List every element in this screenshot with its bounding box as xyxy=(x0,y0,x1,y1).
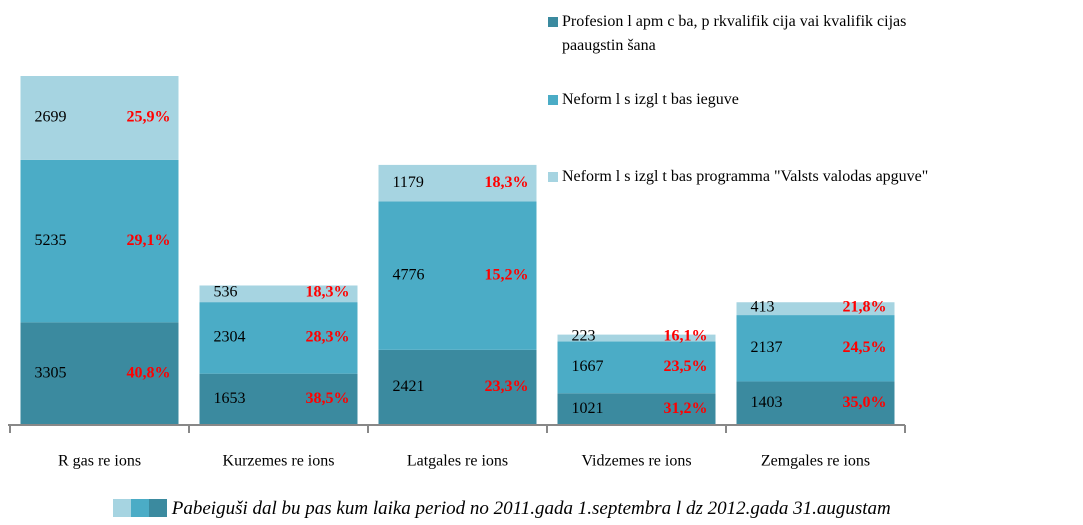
percent-label: 23,3% xyxy=(485,378,529,395)
bar-segment xyxy=(199,285,358,303)
value-label: 413 xyxy=(751,298,775,315)
percent-label: 40,8% xyxy=(127,364,171,381)
percent-label: 23,5% xyxy=(664,358,708,375)
value-label: 1403 xyxy=(751,394,783,411)
caption-swatch xyxy=(113,499,131,517)
value-label: 1653 xyxy=(214,390,246,407)
value-label: 1179 xyxy=(393,174,424,191)
value-label: 1667 xyxy=(572,358,604,375)
value-label: 2699 xyxy=(35,109,67,126)
bar-segment xyxy=(557,334,716,342)
caption-swatch xyxy=(149,499,167,517)
value-label: 223 xyxy=(572,328,596,345)
percent-label: 15,2% xyxy=(485,266,529,283)
bar-segment xyxy=(736,302,895,316)
percent-label: 31,2% xyxy=(664,400,708,417)
bar-segment xyxy=(20,76,179,160)
bar-segment xyxy=(378,201,537,350)
legend-item: Neform l s izgl t bas ieguve xyxy=(548,88,948,112)
percent-label: 29,1% xyxy=(127,232,171,249)
percent-label: 16,1% xyxy=(664,328,708,345)
bar-segment xyxy=(199,302,358,374)
percent-label: 21,8% xyxy=(843,298,887,315)
percent-label: 25,9% xyxy=(127,109,171,126)
bar-segment xyxy=(378,349,537,425)
value-label: 4776 xyxy=(393,266,425,283)
bar-segment xyxy=(199,373,358,425)
percent-label: 18,3% xyxy=(485,174,529,191)
x-tick-label: Vidzemes re ions xyxy=(581,453,691,470)
percent-label: 24,5% xyxy=(843,339,887,356)
bar-segment xyxy=(20,159,179,323)
bar-segment xyxy=(378,164,537,202)
value-label: 5235 xyxy=(35,232,67,249)
bar-segment xyxy=(557,393,716,425)
caption: Pabeiguši dal bu pas kum laika period no… xyxy=(171,498,891,519)
x-tick-label: Zemgales re ions xyxy=(761,453,870,470)
bar-segment xyxy=(736,381,895,425)
percent-label: 28,3% xyxy=(306,329,350,346)
value-label: 2137 xyxy=(751,339,783,356)
x-tick-label: Kurzemes re ions xyxy=(223,453,335,470)
legend-item: Profesion l apm c ba, p rkvalifik cija v… xyxy=(548,10,948,58)
legend-label: Neform l s izgl t bas ieguve xyxy=(562,91,739,108)
legend-swatch xyxy=(548,95,558,105)
bar-segment xyxy=(557,341,716,394)
legend-item: Neform l s izgl t bas programma "Valsts … xyxy=(548,165,948,189)
value-label: 536 xyxy=(214,283,238,300)
bar-segment xyxy=(736,315,895,382)
legend-swatch xyxy=(548,17,558,27)
value-label: 3305 xyxy=(35,364,67,381)
value-label: 2304 xyxy=(214,329,246,346)
percent-label: 38,5% xyxy=(306,390,350,407)
caption-box: Pabeiguši dal bu pas kum laika period no… xyxy=(113,498,891,520)
value-label: 1021 xyxy=(572,400,604,417)
percent-label: 35,0% xyxy=(843,394,887,411)
percent-label: 18,3% xyxy=(306,283,350,300)
bar-segment xyxy=(20,322,179,425)
caption-swatch xyxy=(131,499,149,517)
legend-label: Neform l s izgl t bas programma "Valsts … xyxy=(562,168,929,185)
value-label: 2421 xyxy=(393,378,425,395)
x-tick-label: R gas re ions xyxy=(58,453,141,470)
x-tick-label: Latgales re ions xyxy=(407,453,508,470)
legend-swatch xyxy=(548,172,558,182)
legend-label: Profesion l apm c ba, p rkvalifik cija v… xyxy=(562,13,907,54)
